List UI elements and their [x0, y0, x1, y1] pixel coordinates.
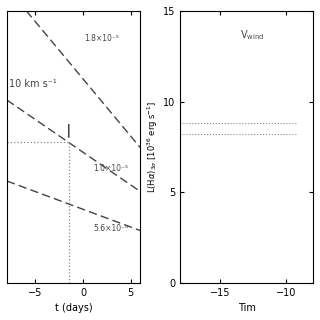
Text: V$_{\rm wind}$: V$_{\rm wind}$: [240, 28, 264, 42]
Text: 1.8×10⁻⁵: 1.8×10⁻⁵: [84, 34, 119, 43]
X-axis label: Tim: Tim: [237, 303, 255, 313]
Text: 1.0×10⁻⁵: 1.0×10⁻⁵: [93, 164, 129, 173]
Y-axis label: L(H$\alpha)_{3\sigma}$ [10$^{36}$ erg s$^{-1}$]: L(H$\alpha)_{3\sigma}$ [10$^{36}$ erg s$…: [146, 100, 160, 193]
Text: 5.6×10⁻⁶: 5.6×10⁻⁶: [93, 224, 129, 233]
Text: 10 km s⁻¹: 10 km s⁻¹: [9, 79, 57, 89]
X-axis label: t (days): t (days): [55, 303, 92, 313]
